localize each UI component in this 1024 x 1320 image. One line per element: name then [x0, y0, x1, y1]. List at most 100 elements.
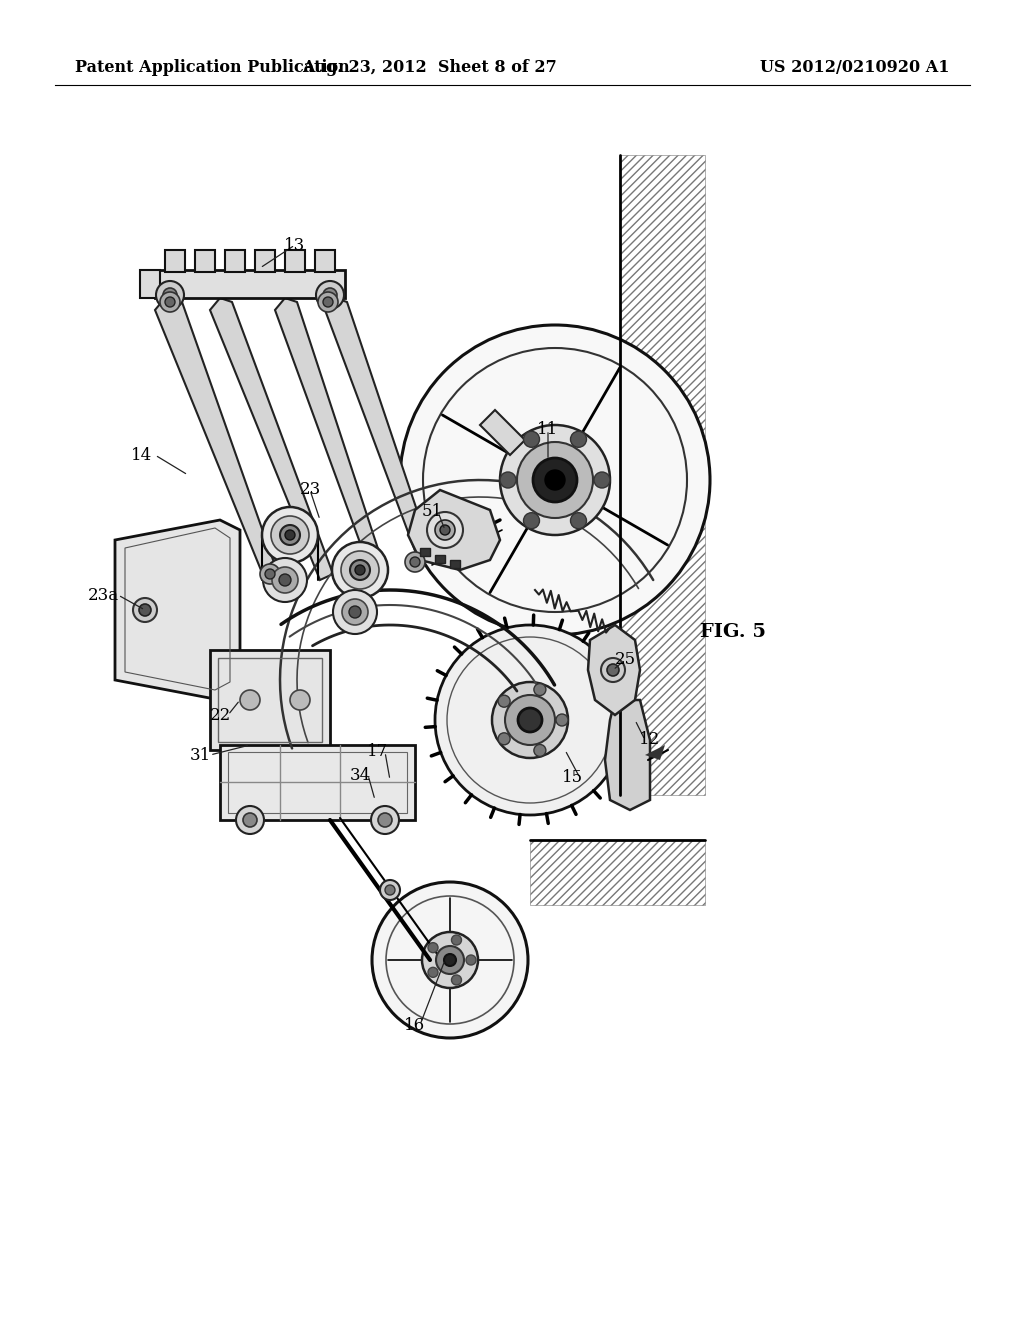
Circle shape	[333, 590, 377, 634]
Circle shape	[260, 564, 280, 583]
Circle shape	[498, 733, 510, 744]
Polygon shape	[115, 520, 240, 700]
Polygon shape	[605, 700, 650, 810]
Circle shape	[236, 807, 264, 834]
Circle shape	[323, 297, 333, 308]
Circle shape	[410, 557, 420, 568]
Circle shape	[594, 473, 610, 488]
Circle shape	[517, 442, 593, 517]
Text: 23: 23	[299, 482, 321, 499]
Circle shape	[165, 297, 175, 308]
Circle shape	[436, 946, 464, 974]
Circle shape	[505, 696, 555, 744]
Circle shape	[318, 292, 338, 312]
Circle shape	[285, 531, 295, 540]
Circle shape	[452, 975, 462, 985]
Text: 34: 34	[349, 767, 371, 784]
Circle shape	[290, 690, 310, 710]
Bar	[420, 548, 430, 556]
Bar	[220, 744, 415, 820]
Circle shape	[342, 599, 368, 624]
Circle shape	[500, 425, 610, 535]
Circle shape	[545, 470, 565, 490]
Circle shape	[570, 432, 587, 447]
Text: 22: 22	[209, 706, 230, 723]
Circle shape	[323, 288, 337, 302]
Circle shape	[534, 744, 546, 756]
Bar	[155, 271, 345, 298]
Circle shape	[534, 684, 546, 696]
Circle shape	[243, 813, 257, 828]
Circle shape	[534, 458, 577, 502]
Circle shape	[371, 807, 399, 834]
Circle shape	[435, 624, 625, 814]
Polygon shape	[588, 624, 640, 715]
Circle shape	[279, 574, 291, 586]
Bar	[255, 249, 275, 272]
Circle shape	[492, 682, 568, 758]
Polygon shape	[408, 490, 500, 570]
Polygon shape	[210, 298, 333, 579]
Circle shape	[570, 512, 587, 529]
Bar	[285, 249, 305, 272]
Bar	[165, 249, 185, 272]
Text: 11: 11	[538, 421, 559, 438]
Text: 13: 13	[285, 236, 305, 253]
Circle shape	[271, 516, 309, 554]
Circle shape	[378, 813, 392, 828]
Circle shape	[435, 520, 455, 540]
Circle shape	[452, 935, 462, 945]
Bar	[228, 752, 407, 813]
Text: 23a: 23a	[87, 586, 119, 603]
Circle shape	[263, 558, 307, 602]
Circle shape	[406, 552, 425, 572]
Circle shape	[380, 880, 400, 900]
Text: US 2012/0210920 A1: US 2012/0210920 A1	[761, 59, 950, 77]
Circle shape	[163, 288, 177, 302]
Bar	[620, 154, 705, 795]
Circle shape	[556, 714, 568, 726]
Bar	[210, 649, 330, 750]
Text: Patent Application Publication: Patent Application Publication	[75, 59, 350, 77]
Circle shape	[385, 884, 395, 895]
Polygon shape	[645, 744, 665, 760]
Text: 15: 15	[561, 770, 583, 787]
Bar	[195, 249, 215, 272]
Circle shape	[427, 512, 463, 548]
Text: 51: 51	[422, 503, 442, 520]
Circle shape	[341, 550, 379, 589]
Circle shape	[523, 432, 540, 447]
Bar	[218, 657, 322, 742]
Circle shape	[139, 605, 151, 616]
Bar	[435, 554, 445, 564]
Text: Aug. 23, 2012  Sheet 8 of 27: Aug. 23, 2012 Sheet 8 of 27	[303, 59, 557, 77]
Circle shape	[440, 525, 450, 535]
Circle shape	[428, 942, 438, 953]
Circle shape	[160, 292, 180, 312]
Polygon shape	[155, 298, 278, 579]
Circle shape	[422, 932, 478, 987]
Text: 25: 25	[614, 652, 636, 668]
Circle shape	[262, 507, 318, 564]
Circle shape	[272, 568, 298, 593]
Circle shape	[466, 954, 476, 965]
Circle shape	[265, 569, 275, 579]
Bar	[140, 271, 160, 298]
Circle shape	[240, 690, 260, 710]
Bar	[530, 840, 705, 906]
Circle shape	[601, 657, 625, 682]
Circle shape	[400, 325, 710, 635]
Text: 31: 31	[189, 747, 211, 763]
Circle shape	[355, 565, 365, 576]
Circle shape	[349, 606, 361, 618]
Bar	[225, 249, 245, 272]
Circle shape	[332, 543, 388, 598]
Circle shape	[518, 708, 542, 733]
Polygon shape	[275, 298, 383, 570]
Circle shape	[444, 954, 456, 966]
Circle shape	[156, 281, 184, 309]
Circle shape	[428, 968, 438, 977]
Bar	[450, 560, 460, 568]
Circle shape	[500, 473, 516, 488]
Polygon shape	[325, 298, 433, 564]
